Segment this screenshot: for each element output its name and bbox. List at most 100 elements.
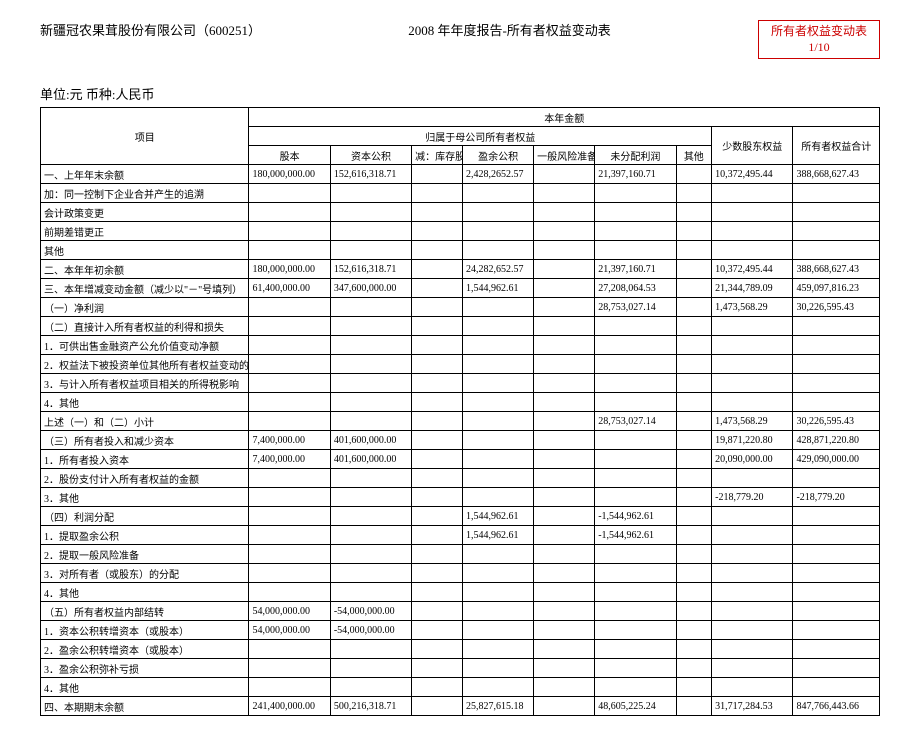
num-cell — [595, 583, 676, 602]
num-cell — [412, 583, 463, 602]
num-cell — [534, 374, 595, 393]
num-cell — [412, 374, 463, 393]
num-cell — [676, 602, 712, 621]
num-cell — [463, 203, 534, 222]
num-cell — [595, 393, 676, 412]
num-cell — [793, 526, 880, 545]
num-cell — [676, 450, 712, 469]
num-cell — [330, 678, 411, 697]
table-row: 2．权益法下被投资单位其他所有者权益变动的影 — [41, 355, 880, 374]
num-cell — [249, 469, 330, 488]
num-cell — [463, 393, 534, 412]
num-cell — [676, 279, 712, 298]
num-cell — [330, 222, 411, 241]
num-cell — [534, 279, 595, 298]
num-cell — [534, 393, 595, 412]
num-cell — [676, 564, 712, 583]
num-cell — [676, 640, 712, 659]
num-cell — [534, 355, 595, 374]
table-row: 4．其他 — [41, 583, 880, 602]
num-cell — [412, 412, 463, 431]
num-cell — [712, 355, 793, 374]
num-cell: 152,616,318.71 — [330, 165, 411, 184]
unit-line: 单位:元 币种:人民币 — [40, 84, 880, 103]
item-cell: 1．资本公积转增资本（或股本） — [41, 621, 249, 640]
num-cell: 24,282,652.57 — [463, 260, 534, 279]
table-row: （四）利润分配1,544,962.61-1,544,962.61 — [41, 507, 880, 526]
table-row: 四、本期期末余额241,400,000.00500,216,318.7125,8… — [41, 697, 880, 716]
num-cell — [793, 621, 880, 640]
num-cell — [595, 431, 676, 450]
num-cell — [676, 469, 712, 488]
table-row: 2．盈余公积转增资本（或股本） — [41, 640, 880, 659]
num-cell — [712, 640, 793, 659]
num-cell: 2,428,2652.57 — [463, 165, 534, 184]
num-cell — [412, 678, 463, 697]
item-cell: 会计政策变更 — [41, 203, 249, 222]
num-cell — [249, 564, 330, 583]
stamp-title: 所有者权益变动表 — [771, 24, 867, 40]
num-cell — [412, 317, 463, 336]
num-cell — [534, 507, 595, 526]
page-stamp: 所有者权益变动表 1/10 — [758, 20, 880, 59]
item-cell: 前期差错更正 — [41, 222, 249, 241]
col-c9-header: 所有者权益合计 — [793, 127, 880, 165]
num-cell — [330, 545, 411, 564]
num-cell — [676, 526, 712, 545]
item-cell: 四、本期期末余额 — [41, 697, 249, 716]
num-cell — [676, 507, 712, 526]
num-cell: 27,208,064.53 — [595, 279, 676, 298]
num-cell — [676, 412, 712, 431]
num-cell — [463, 564, 534, 583]
table-row: 会计政策变更 — [41, 203, 880, 222]
num-cell: 847,766,443.66 — [793, 697, 880, 716]
num-cell — [676, 317, 712, 336]
num-cell: 28,753,027.14 — [595, 412, 676, 431]
col-c5-header: 一般风险准备 — [534, 146, 595, 165]
num-cell — [534, 583, 595, 602]
num-cell — [249, 507, 330, 526]
num-cell — [712, 374, 793, 393]
item-cell: 1．所有者投入资本 — [41, 450, 249, 469]
item-cell: 3．盈余公积弥补亏损 — [41, 659, 249, 678]
num-cell — [463, 412, 534, 431]
num-cell — [412, 165, 463, 184]
num-cell — [463, 640, 534, 659]
num-cell — [676, 336, 712, 355]
num-cell: 500,216,318.71 — [330, 697, 411, 716]
num-cell — [793, 374, 880, 393]
num-cell — [595, 564, 676, 583]
num-cell — [412, 184, 463, 203]
num-cell: -218,779.20 — [793, 488, 880, 507]
num-cell — [534, 412, 595, 431]
num-cell — [463, 469, 534, 488]
num-cell — [676, 374, 712, 393]
item-cell: 4．其他 — [41, 678, 249, 697]
num-cell — [249, 222, 330, 241]
item-cell: （四）利润分配 — [41, 507, 249, 526]
num-cell — [793, 469, 880, 488]
col-item-header: 项目 — [41, 108, 249, 165]
num-cell — [676, 203, 712, 222]
num-cell: 31,717,284.53 — [712, 697, 793, 716]
num-cell — [676, 184, 712, 203]
num-cell — [793, 203, 880, 222]
num-cell — [534, 697, 595, 716]
num-cell: 180,000,000.00 — [249, 165, 330, 184]
num-cell — [534, 678, 595, 697]
num-cell: -54,000,000.00 — [330, 602, 411, 621]
num-cell: 429,090,000.00 — [793, 450, 880, 469]
num-cell — [534, 184, 595, 203]
num-cell — [330, 298, 411, 317]
num-cell: 388,668,627.43 — [793, 260, 880, 279]
num-cell — [412, 697, 463, 716]
num-cell — [412, 431, 463, 450]
num-cell — [330, 507, 411, 526]
num-cell: 21,397,160.71 — [595, 260, 676, 279]
num-cell: 1,544,962.61 — [463, 507, 534, 526]
num-cell — [412, 621, 463, 640]
num-cell — [595, 545, 676, 564]
col-c1-header: 股本 — [249, 146, 330, 165]
item-cell: 4．其他 — [41, 583, 249, 602]
item-cell: 1．可供出售金融资产公允价值变动净额 — [41, 336, 249, 355]
